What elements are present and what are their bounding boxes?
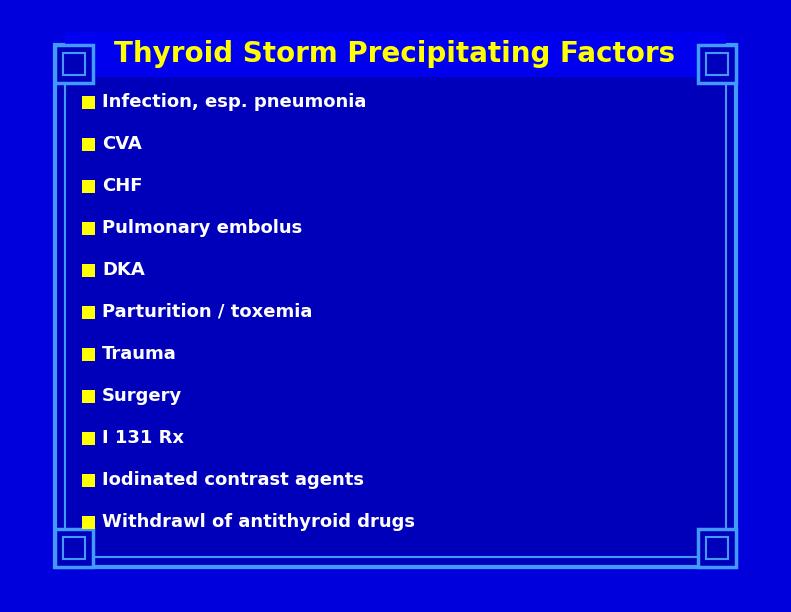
Text: Pulmonary embolus: Pulmonary embolus: [102, 219, 302, 237]
Text: DKA: DKA: [102, 261, 145, 279]
Text: CVA: CVA: [102, 135, 142, 153]
Text: Thyroid Storm Precipitating Factors: Thyroid Storm Precipitating Factors: [115, 40, 676, 68]
Bar: [82, 515, 95, 529]
Text: Trauma: Trauma: [102, 345, 176, 363]
Bar: [82, 348, 95, 360]
Bar: [698, 529, 736, 567]
Bar: [82, 264, 95, 277]
Bar: [82, 474, 95, 487]
Bar: [82, 389, 95, 403]
Bar: [63, 53, 85, 75]
Bar: [82, 222, 95, 234]
Bar: [82, 305, 95, 318]
Text: I 131 Rx: I 131 Rx: [102, 429, 184, 447]
Bar: [82, 179, 95, 193]
Text: Infection, esp. pneumonia: Infection, esp. pneumonia: [102, 93, 366, 111]
Bar: [65, 32, 726, 77]
Bar: [55, 45, 736, 567]
Bar: [82, 138, 95, 151]
Bar: [698, 45, 736, 83]
Bar: [65, 55, 726, 557]
Bar: [82, 431, 95, 444]
Bar: [55, 45, 736, 567]
Text: Withdrawl of antithyroid drugs: Withdrawl of antithyroid drugs: [102, 513, 415, 531]
Bar: [63, 537, 85, 559]
Bar: [82, 95, 95, 108]
Text: Parturition / toxemia: Parturition / toxemia: [102, 303, 312, 321]
Bar: [706, 53, 728, 75]
Bar: [55, 45, 93, 83]
Text: Iodinated contrast agents: Iodinated contrast agents: [102, 471, 364, 489]
Text: Surgery: Surgery: [102, 387, 182, 405]
Bar: [55, 529, 93, 567]
Text: CHF: CHF: [102, 177, 142, 195]
Bar: [706, 537, 728, 559]
